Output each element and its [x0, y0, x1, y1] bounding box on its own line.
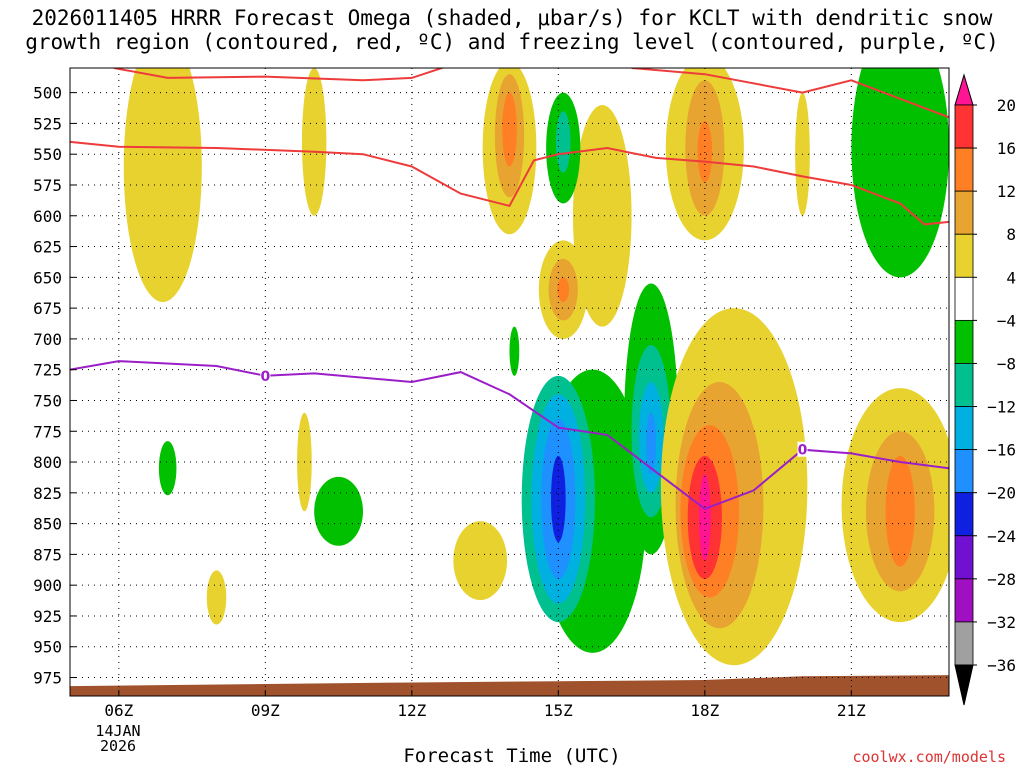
colorbar-label-9: −20: [987, 484, 1016, 503]
y-tick-label-900: 900: [33, 576, 62, 595]
y-tick-label-675: 675: [33, 299, 62, 318]
colorbar-segment-4: [954, 233, 974, 278]
omega-region-5: [572, 104, 632, 327]
x-tick-label-9: 09Z: [251, 701, 280, 720]
colorbar-label-0: 20: [997, 96, 1016, 115]
y-tick-label-825: 825: [33, 484, 62, 503]
colorbar-segment-7: [954, 363, 974, 407]
x-tick-label-21: 21Z: [837, 701, 866, 720]
colorbar-segment-12: [954, 578, 974, 623]
y-tick-label-975: 975: [33, 669, 62, 688]
y-tick-label-600: 600: [33, 207, 62, 226]
colorbar-segment-13: [954, 621, 974, 666]
y-tick-label-925: 925: [33, 607, 62, 626]
colorbar-label-8: −16: [987, 441, 1016, 460]
colorbar-label-5: −4: [997, 311, 1016, 330]
surface-terrain: [70, 675, 949, 696]
omega-region-20: [453, 521, 508, 600]
freezing-level-line: [70, 360, 949, 510]
colorbar-segment-1: [954, 104, 974, 149]
colorbar-top-arrow: [954, 73, 974, 106]
y-tick-label-575: 575: [33, 176, 62, 195]
colorbar-label-12: −32: [987, 613, 1016, 632]
date-label: 14JAN 2026: [90, 724, 146, 754]
dgz-line-0: [113, 68, 446, 82]
omega-region-35: [698, 474, 711, 561]
omega-region-21: [509, 326, 520, 376]
dgz-line-1: [631, 68, 949, 119]
y-tick-label-750: 750: [33, 391, 62, 410]
omega-region-15: [851, 68, 949, 278]
colorbar-segment-11: [954, 535, 974, 580]
colorbar-segment-10: [954, 492, 974, 537]
y-tick-label-550: 550: [33, 145, 62, 164]
y-tick-label-775: 775: [33, 422, 62, 441]
omega-region-4: [502, 92, 517, 167]
colorbar-label-7: −12: [987, 398, 1016, 417]
omega-region-10: [555, 111, 571, 173]
freezing-label-bg-1: [797, 441, 808, 457]
colorbar-label-3: 8: [1006, 225, 1016, 244]
colorbar: 20 16 12 8 4 −4 −8 −12 −16 −20 −24 −28 −32 −36: [954, 73, 1016, 706]
colorbar-label-6: −8: [997, 354, 1016, 373]
date-label-year: 2026: [99, 737, 137, 755]
colorbar-label-13: −36: [987, 656, 1016, 675]
omega-region-19: [206, 570, 227, 625]
colorbar-segment-5: [954, 276, 974, 321]
freezing-level-label-1: 0: [798, 443, 808, 459]
colorbar-label-11: −28: [987, 570, 1016, 589]
y-tick-label-950: 950: [33, 638, 62, 657]
colorbar-label-2: 12: [997, 182, 1016, 201]
colorbar-label-4: 4: [1006, 268, 1016, 287]
colorbar-bottom-arrow: [954, 664, 974, 706]
x-tick-label-6: 06Z: [104, 701, 133, 720]
x-axis: 06Z 09Z 12Z 15Z 18Z 21Z: [104, 690, 866, 720]
colorbar-segment-6: [954, 319, 974, 364]
title-line-2: growth region (contoured, red, ºC) and f…: [25, 30, 999, 54]
colorbar-segment-3: [954, 190, 974, 235]
x-tick-label-12: 12Z: [397, 701, 426, 720]
surface-fill: [70, 675, 949, 696]
colorbar-segment-8: [954, 406, 974, 451]
credit-link[interactable]: coolwx.com/models: [852, 748, 1006, 766]
freezing-label-bg-0: [260, 367, 271, 383]
omega-region-26: [551, 455, 566, 543]
title-line-1: 2026011405 HRRR Forecast Omega (shaded, …: [31, 6, 993, 30]
date-label-day: 14JAN: [95, 722, 141, 740]
y-tick-label-725: 725: [33, 361, 62, 380]
omega-region-30: [646, 412, 656, 475]
dgz-line-2: [70, 140, 949, 226]
y-tick-label-700: 700: [33, 330, 62, 349]
omega-region-38: [885, 455, 915, 567]
chart-title: 2026011405 HRRR Forecast Omega (shaded, …: [0, 6, 1024, 54]
omega-region-8: [557, 277, 570, 302]
freezing-level-label-0: 0: [260, 369, 270, 385]
y-tick-label-500: 500: [33, 84, 62, 103]
y-tick-label-850: 850: [33, 515, 62, 534]
x-tick-label-15: 15Z: [544, 701, 573, 720]
y-tick-label-875: 875: [33, 545, 62, 564]
colorbar-label-10: −24: [987, 527, 1016, 546]
y-tick-label-800: 800: [33, 453, 62, 472]
x-tick-label-18: 18Z: [690, 701, 719, 720]
omega-region-18: [314, 476, 364, 546]
colorbar-segment-2: [954, 147, 974, 192]
omega-shading: [123, 68, 949, 666]
gridlines: [70, 68, 949, 696]
omega-region-0: [123, 68, 202, 302]
y-tick-label-625: 625: [33, 238, 62, 257]
omega-region-13: [697, 120, 713, 183]
omega-region-17: [158, 441, 177, 496]
contour-lines: 00: [70, 68, 949, 510]
colorbar-label-1: 16: [997, 139, 1016, 158]
y-tick-label-650: 650: [33, 268, 62, 287]
plot-frame: [69, 67, 950, 697]
colorbar-segment-9: [954, 449, 974, 494]
x-axis-label: Forecast Time (UTC): [403, 745, 621, 767]
y-tick-label-525: 525: [33, 114, 62, 133]
y-axis: 500 525 550 575 600 625 650 675 700 725 750 775 800 8…: [33, 84, 76, 688]
omega-region-1: [301, 68, 327, 216]
